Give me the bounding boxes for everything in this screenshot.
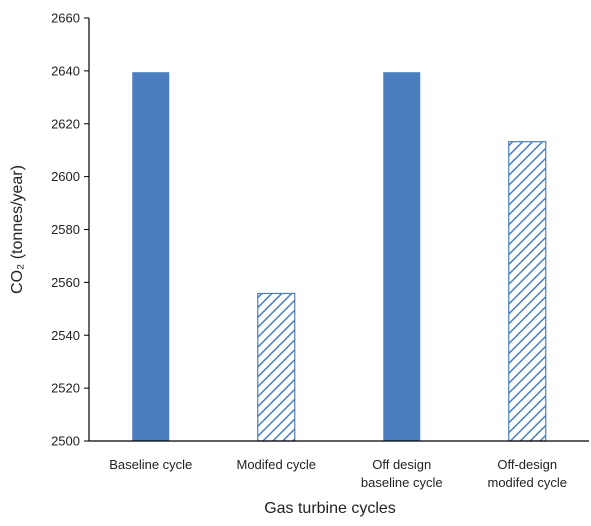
bar — [508, 141, 547, 442]
bar — [383, 72, 421, 442]
y-tick-label: 2600 — [51, 169, 80, 184]
y-tick-label: 2540 — [51, 328, 80, 343]
y-tick-label: 2560 — [51, 275, 80, 290]
x-axis-labels: Baseline cycle Modifed cycle Off design bas… — [109, 457, 567, 490]
x-category-label: baseline cycle — [361, 475, 443, 490]
y-tick-label: 2660 — [51, 11, 80, 26]
y-axis-ticks: 2500 2520 2540 2560 2580 2600 2620 2640 2660 — [51, 11, 89, 449]
bar — [132, 72, 170, 442]
x-category-label: modifed cycle — [488, 475, 567, 490]
y-tick-label: 2520 — [51, 381, 80, 396]
y-tick-label: 2500 — [51, 434, 80, 449]
x-category-label: Off design — [372, 457, 431, 472]
x-axis-title: Gas turbine cycles — [264, 500, 396, 517]
x-category-label: Modifed cycle — [237, 457, 316, 472]
y-tick-label: 2580 — [51, 222, 80, 237]
x-category-label: Baseline cycle — [109, 457, 192, 472]
bars — [132, 72, 547, 442]
bar — [257, 292, 296, 442]
y-tick-label: 2640 — [51, 63, 80, 78]
x-category-label: Off-design — [497, 457, 557, 472]
y-tick-label: 2620 — [51, 116, 80, 131]
y-axis-title: CO₂ (tonnes/year) — [9, 165, 26, 294]
